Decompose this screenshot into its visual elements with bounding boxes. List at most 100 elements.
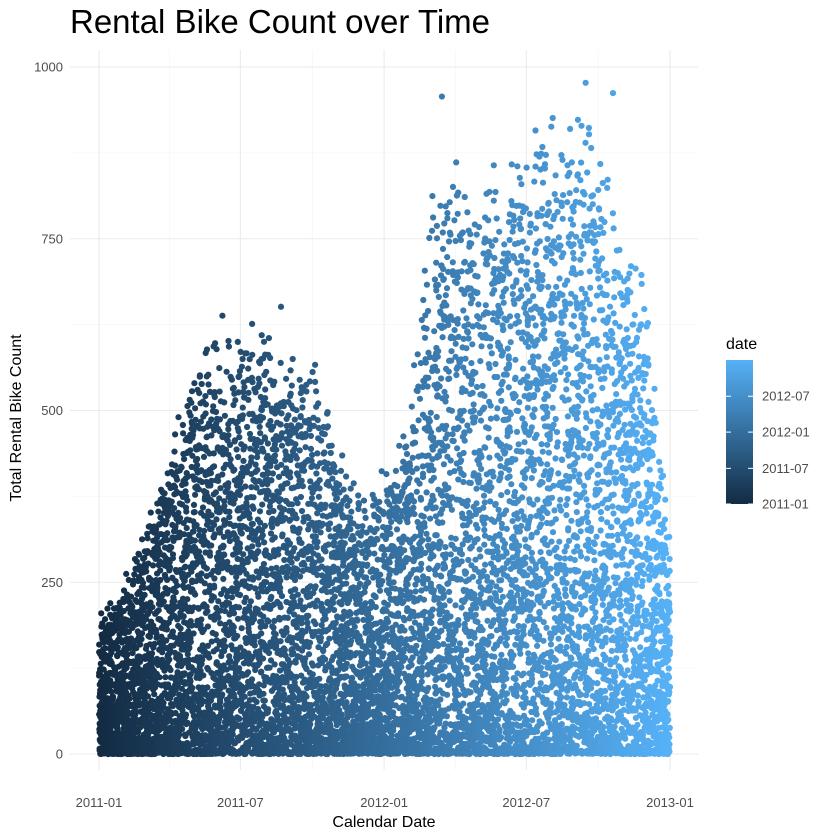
scatter-point <box>242 594 249 601</box>
scatter-point <box>297 597 304 604</box>
scatter-point <box>225 337 232 345</box>
scatter-point <box>169 702 176 710</box>
scatter-point <box>361 589 368 596</box>
scatter-point <box>312 583 319 590</box>
scatter-point <box>236 545 243 552</box>
scatter-point <box>249 543 256 550</box>
scatter-point <box>166 564 174 571</box>
scatter-point <box>270 507 277 515</box>
scatter-point <box>328 442 335 449</box>
scatter-point <box>221 502 228 510</box>
scatter-point <box>181 531 188 538</box>
scatter-point <box>297 413 304 420</box>
scatter-point <box>235 604 243 611</box>
scatter-point <box>155 607 162 614</box>
scatter-point <box>172 431 179 438</box>
scatter-point <box>168 544 175 551</box>
scatter-point <box>167 647 174 654</box>
scatter-point <box>191 508 198 516</box>
scatter-point <box>241 693 248 700</box>
scatter-point <box>367 614 375 622</box>
scatter-point <box>297 423 304 430</box>
scatter-point <box>257 430 264 437</box>
scatter-point <box>144 530 151 537</box>
scatter-point <box>347 526 354 533</box>
scatter-point <box>219 691 226 698</box>
scatter-point <box>127 593 135 600</box>
scatter-point <box>262 386 269 393</box>
scatter-point <box>269 515 276 523</box>
scatter-point <box>108 649 115 656</box>
scatter-point <box>313 470 320 477</box>
scatter-point <box>141 584 148 591</box>
scatter-point <box>157 576 164 584</box>
scatter-point <box>260 690 267 697</box>
scatter-point <box>267 354 274 362</box>
scatter-point <box>123 570 130 578</box>
scatter-point <box>126 695 133 702</box>
scatter-point <box>161 490 168 497</box>
scatter-point <box>355 500 362 507</box>
scatter-point <box>325 541 332 548</box>
scatter-point <box>190 427 197 434</box>
scatter-point <box>145 560 152 567</box>
scatter-point <box>144 535 151 542</box>
scatter-point <box>272 631 279 638</box>
scatter-point <box>178 464 185 471</box>
scatter-point <box>164 512 171 520</box>
scatter-point <box>233 446 240 453</box>
scatter-point <box>175 509 182 516</box>
scatter-point <box>312 603 319 610</box>
scatter-point <box>157 567 164 574</box>
scatter-point <box>180 430 187 437</box>
scatter-point <box>245 389 252 396</box>
scatter-point <box>258 332 265 339</box>
scatter-point <box>200 453 208 460</box>
scatter-point <box>221 637 228 644</box>
scatter-point <box>267 463 274 470</box>
scatter-point <box>194 455 201 463</box>
scatter-point <box>343 473 350 480</box>
scatter-point <box>244 558 251 566</box>
scatter-point <box>192 416 199 423</box>
scatter-point <box>277 638 284 645</box>
scatter-point <box>252 389 259 396</box>
scatter-point <box>292 441 299 448</box>
scatter-point <box>198 380 205 388</box>
scatter-point <box>163 637 170 644</box>
scatter-point <box>211 463 218 470</box>
scatter-point <box>317 529 324 536</box>
scatter-point <box>205 371 212 378</box>
scatter-point <box>291 679 298 686</box>
scatter-point <box>189 528 196 535</box>
scatter-point <box>263 368 270 375</box>
scatter-point <box>207 470 214 477</box>
scatter-point <box>163 517 170 525</box>
scatter-point <box>305 612 312 619</box>
scatter-point <box>149 604 156 611</box>
scatter-point <box>243 350 250 357</box>
scatter-point <box>194 462 201 469</box>
scatter-point <box>369 666 377 674</box>
scatter-point <box>292 586 299 593</box>
scatter-point <box>279 531 286 538</box>
scatter-point <box>285 412 292 419</box>
scatter-point <box>217 699 224 706</box>
scatter-point <box>288 553 295 561</box>
scatter-point <box>293 515 300 522</box>
scatter-point <box>255 548 262 555</box>
scatter-point <box>147 576 154 583</box>
scatter-point <box>271 378 278 385</box>
scatter-point <box>206 654 213 661</box>
scatter-point <box>362 514 369 522</box>
scatter-point <box>318 556 325 563</box>
scatter-point <box>241 384 248 391</box>
scatter-point <box>120 607 127 615</box>
scatter-point <box>171 505 178 512</box>
scatter-point <box>296 447 303 454</box>
scatter-point <box>314 450 321 457</box>
scatter-point <box>350 535 357 543</box>
scatter-point <box>151 640 158 648</box>
scatter-point <box>309 368 316 376</box>
scatter-point <box>313 388 320 395</box>
